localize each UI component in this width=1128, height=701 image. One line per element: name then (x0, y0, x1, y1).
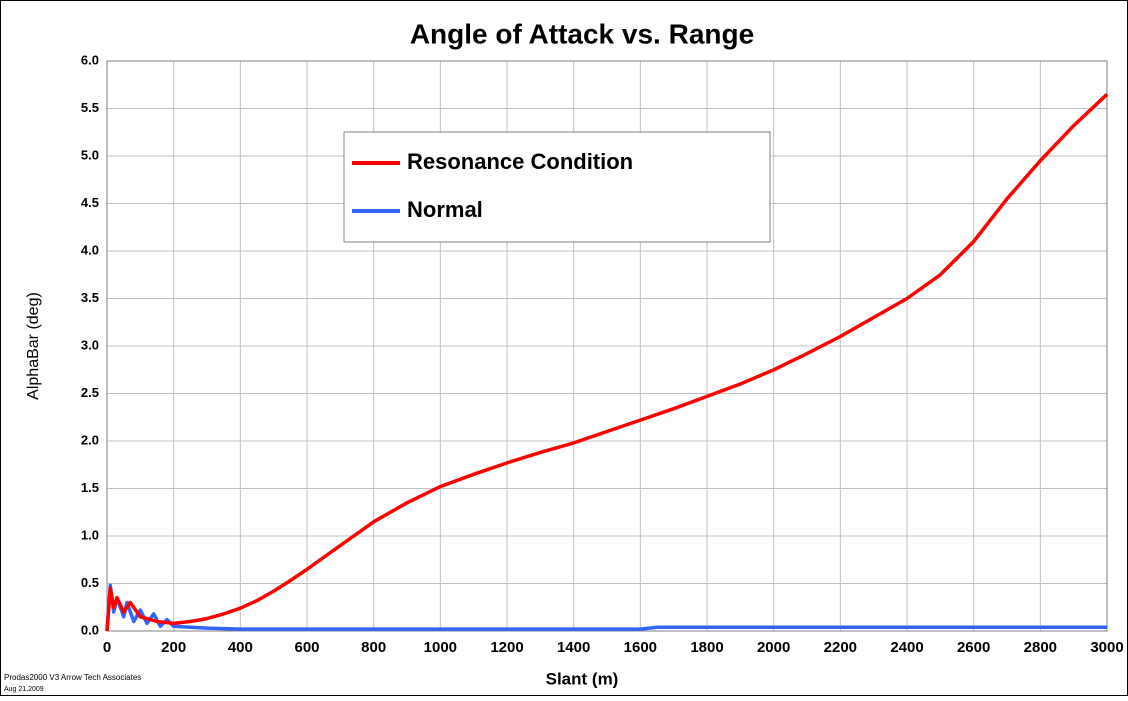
x-tick-label: 200 (161, 639, 186, 656)
x-axis-label: Slant (m) (546, 669, 619, 688)
x-tick-label: 400 (228, 639, 253, 656)
x-tick-label: 1600 (624, 639, 657, 656)
legend (343, 131, 771, 243)
x-tick-label: 1200 (490, 639, 523, 656)
legend-label: Resonance Condition (407, 149, 633, 174)
y-tick-label: 3.0 (81, 337, 99, 352)
y-tick-label: 1.0 (81, 527, 99, 542)
x-tick-label: 1400 (557, 639, 590, 656)
y-tick-label: 1.5 (81, 480, 99, 495)
y-tick-label: 6.0 (81, 52, 99, 67)
x-tick-label: 2400 (890, 639, 923, 656)
footer: Aug 21,2009 (4, 686, 44, 693)
x-tick-label: 0 (103, 639, 111, 656)
line-series (105, 93, 1109, 632)
x-tick-label: 2800 (1024, 639, 1057, 656)
y-tick-label: 5.5 (81, 100, 99, 115)
x-tick-label: 2200 (824, 639, 857, 656)
x-tick-label: 2000 (757, 639, 790, 656)
x-tick-label: 800 (361, 639, 386, 656)
y-tick-label: 0.0 (81, 622, 99, 637)
y-tick-label: 4.5 (81, 195, 99, 210)
x-tick-label: 1800 (690, 639, 723, 656)
y-tick-label: 2.5 (81, 385, 99, 400)
y-tick-label: 2.0 (81, 432, 99, 447)
chart-title: Angle of Attack vs. Range (410, 18, 754, 49)
footer: Prodas2000 V3 Arrow Tech Associates (4, 673, 141, 682)
x-tick-label: 1000 (424, 639, 457, 656)
plot-border (106, 60, 1108, 632)
x-tick-label: 3000 (1090, 639, 1123, 656)
x-tick-label: 600 (294, 639, 319, 656)
x-tick-label: 2600 (957, 639, 990, 656)
y-tick-label: 4.0 (81, 242, 99, 257)
y-tick-label: 5.0 (81, 147, 99, 162)
y-tick-label: 3.5 (81, 290, 99, 305)
y-tick-label: 0.5 (81, 575, 99, 590)
y-axis-label: AlphaBar (deg) (25, 292, 42, 400)
legend-label: Normal (407, 197, 483, 222)
